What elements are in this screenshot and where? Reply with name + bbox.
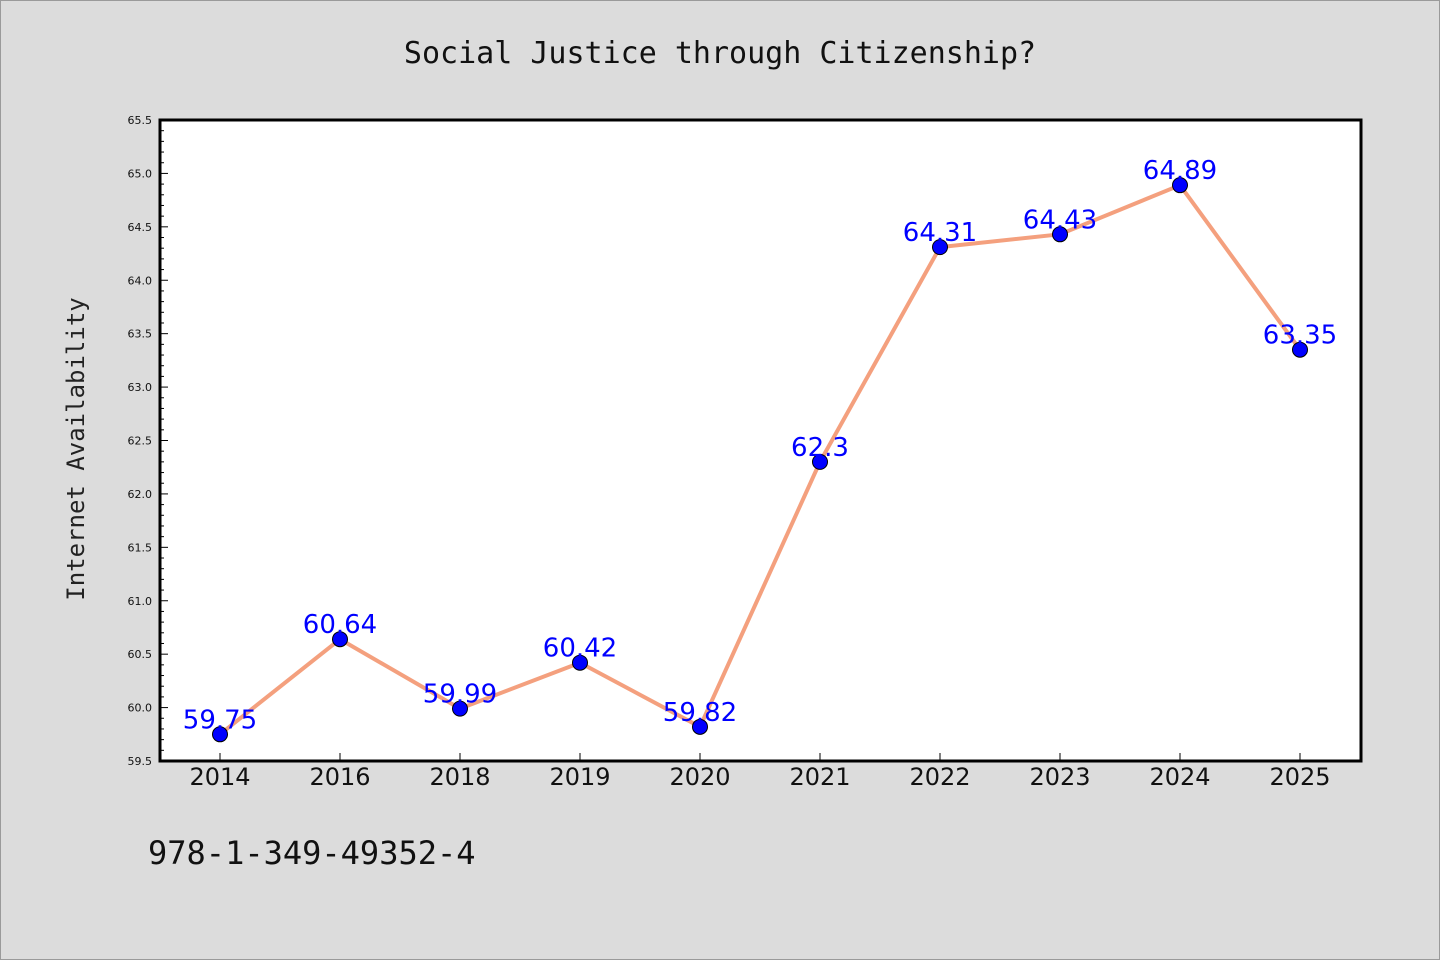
data-point <box>212 726 228 743</box>
data-point <box>452 700 468 717</box>
data-point <box>572 654 588 671</box>
data-point <box>812 453 828 470</box>
data-label: 64.31 <box>903 218 977 248</box>
data-label: 59.99 <box>423 680 497 710</box>
x-tick-label: 2016 <box>309 763 370 791</box>
data-point <box>1172 177 1188 194</box>
data-point <box>332 631 348 648</box>
y-axis-label: Internet Availability <box>62 297 90 600</box>
x-tick-label: 2019 <box>549 763 610 791</box>
data-label: 60.64 <box>303 610 377 640</box>
y-tick-label: 62.0 <box>128 488 153 501</box>
chart-title: Social Justice through Citizenship? <box>404 36 1036 71</box>
data-point <box>932 239 948 256</box>
data-label: 62.3 <box>791 433 849 463</box>
data-point <box>692 718 708 735</box>
data-markers <box>212 177 1308 743</box>
y-tick-label: 63.0 <box>128 381 153 394</box>
y-tick-label: 60.5 <box>128 648 153 661</box>
data-labels: 59.75 60.64 59.99 60.42 59.82 62.3 64.31 64.43 6… <box>183 156 1337 735</box>
data-label: 64.89 <box>1143 156 1217 186</box>
x-tick-label: 2023 <box>1029 763 1090 791</box>
data-label: 64.43 <box>1023 205 1097 235</box>
series-line-layer <box>218 183 1302 736</box>
x-tick-label: 2021 <box>789 763 850 791</box>
x-tick-label: 2018 <box>429 763 490 791</box>
data-point <box>1052 226 1068 243</box>
x-tick-label: 2020 <box>669 763 730 791</box>
y-tick-label: 64.5 <box>128 221 153 234</box>
data-label: 63.35 <box>1263 321 1337 351</box>
data-label: 60.42 <box>543 634 617 664</box>
plot-area <box>158 118 1363 763</box>
x-tick-label: 2022 <box>909 763 970 791</box>
y-tick-label: 60.0 <box>128 702 153 715</box>
y-tick-label: 61.5 <box>128 541 153 554</box>
x-tick-label: 2014 <box>189 763 250 791</box>
y-tick-label: 63.5 <box>128 328 153 341</box>
data-label: 59.75 <box>183 705 257 735</box>
x-tick-label: 2025 <box>1269 763 1330 791</box>
series-line <box>218 183 1302 736</box>
y-axis-ticks: 59.5 60.0 60.5 61.0 61.5 62.0 62.5 63.0 63.5 64.0… <box>128 114 168 768</box>
x-axis-ticks: 2014 2016 2018 2019 2020 2021 2022 2023 2024 2025 <box>189 753 1331 791</box>
y-tick-label: 59.5 <box>128 755 153 768</box>
footer-code: 978-1-349-49352-4 <box>148 834 476 872</box>
y-tick-label: 65.0 <box>128 167 153 180</box>
y-tick-label: 65.5 <box>128 114 153 127</box>
y-tick-label: 61.0 <box>128 595 153 608</box>
y-tick-label: 62.5 <box>128 435 153 448</box>
data-point <box>1292 341 1308 358</box>
y-tick-label: 64.0 <box>128 274 153 287</box>
x-tick-label: 2024 <box>1149 763 1210 791</box>
data-label: 59.82 <box>663 698 737 728</box>
